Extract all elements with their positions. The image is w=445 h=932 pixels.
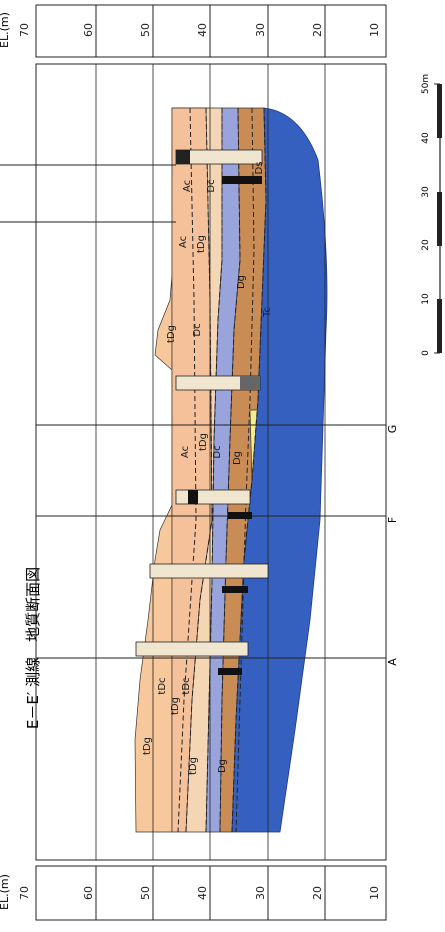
elevation-header-bottom: EL.(m) — [0, 874, 11, 910]
elev-tick-top-10: 10 — [368, 23, 381, 37]
marker-label-G: G — [386, 425, 399, 434]
borehole-2 — [175, 375, 261, 391]
layer-label: Ac — [178, 236, 189, 248]
layer-label: tDc — [157, 677, 168, 694]
layer-label: Ds — [254, 162, 265, 175]
boreholes — [135, 149, 269, 675]
layer-label: Dg — [217, 759, 228, 773]
scale-tick-20: 20 — [421, 239, 431, 251]
elev-tick-bottom-50: 50 — [139, 886, 152, 900]
layer-label: tDg — [188, 757, 199, 775]
section-marker-lines — [0, 164, 386, 659]
elev-tick-top-50: 50 — [139, 23, 152, 37]
unit-Tc-bedrock — [231, 107, 328, 833]
bottom-elevation-strip: EL.(m) 70 60 50 40 30 20 10 — [0, 865, 387, 921]
elev-tick-bottom-60: 60 — [82, 886, 95, 900]
elev-tick-bottom-20: 20 — [311, 886, 324, 900]
layer-label: Dc — [206, 179, 217, 192]
elev-tick-bottom-30: 30 — [254, 886, 267, 900]
layer-label: Dc — [192, 323, 203, 336]
borehole-1 — [175, 149, 263, 184]
elev-tick-top-70: 70 — [18, 23, 31, 37]
scale-tick-0: 0 — [421, 350, 431, 356]
marker-label-F: F — [386, 517, 399, 523]
elev-tick-top-60: 60 — [82, 23, 95, 37]
elev-tick-bottom-40: 40 — [196, 886, 209, 900]
layer-label: Ac — [180, 446, 191, 458]
elev-tick-top-30: 30 — [254, 23, 267, 37]
layer-label: tDc — [181, 677, 192, 694]
layer-label: Dg — [232, 451, 243, 465]
elev-tick-bottom-70: 70 — [18, 886, 31, 900]
borehole-3 — [175, 489, 252, 519]
elevation-gridlines — [95, 64, 326, 860]
scale-tick-30: 30 — [421, 186, 431, 198]
elevation-header-top: EL.(m) — [0, 12, 11, 48]
layer-label: Dg — [236, 275, 247, 289]
layer-label: Tc — [262, 307, 273, 318]
scale-tick-50: 50m — [421, 74, 431, 94]
elev-tick-bottom-10: 10 — [368, 886, 381, 900]
elev-tick-top-20: 20 — [311, 23, 324, 37]
marker-label-A: A — [386, 658, 399, 666]
layer-label: tDg — [170, 697, 181, 715]
borehole-4 — [149, 563, 269, 593]
scale-tick-10: 10 — [421, 293, 431, 305]
layer-label: tDg — [142, 737, 153, 755]
layer-label: Dc — [212, 445, 223, 458]
layer-label: tDg — [198, 433, 209, 451]
diagram-title: E－E′ 測線 地質断面図 — [24, 567, 42, 729]
layer-label: tDg — [166, 325, 177, 343]
scale-tick-40: 40 — [421, 132, 431, 144]
layer-labels: tDg tDc tDg tDc tDg Dg Tc Ac tDg Dc Dg A… — [142, 162, 273, 775]
top-elevation-strip: EL.(m) 70 60 50 40 30 20 10 — [0, 4, 387, 58]
elev-tick-top-40: 40 — [196, 23, 209, 37]
layer-label: Ac — [182, 180, 193, 192]
scale-bar: 0 10 20 30 40 50m — [421, 74, 442, 356]
borehole-5 — [135, 641, 249, 675]
layer-label: tDg — [196, 235, 207, 253]
